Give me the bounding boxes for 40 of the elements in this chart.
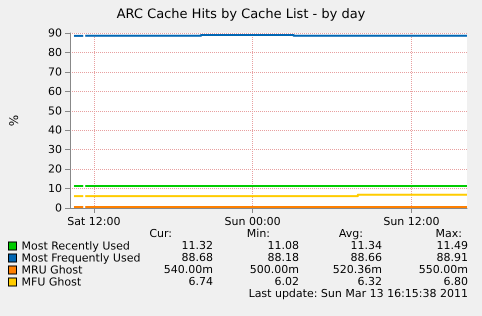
y-tick-label: 90: [48, 26, 62, 40]
text: Last update: Sun Mar 13 16:15:38 2011: [248, 287, 468, 300]
legend-label: MRU Ghost: [22, 264, 84, 276]
y-tick-label: 80: [48, 46, 62, 59]
y-tick-label: 30: [48, 143, 62, 156]
text: 11.08: [268, 239, 299, 252]
y-tick-label: 20: [48, 162, 62, 176]
legend-label: MFU Ghost: [22, 276, 82, 288]
text: 6.32: [358, 275, 382, 288]
y-tick-label: 70: [48, 65, 62, 78]
legend-label: Most Recently Used: [22, 240, 130, 252]
text: 6.74: [188, 275, 213, 288]
chart-title: ARC Cache Hits by Cache List - by day: [116, 7, 366, 22]
y-tick-label: 40: [48, 124, 62, 137]
text: Cur:: [149, 227, 172, 240]
y-axis-title: %: [7, 114, 21, 126]
text: 88.18: [268, 251, 299, 264]
text: 88.68: [182, 251, 213, 264]
y-tick-label: 60: [48, 84, 62, 98]
text: 550.00m: [418, 263, 468, 276]
x-tick-label: Sun 12:00: [383, 215, 440, 228]
y-tick-label: 50: [48, 104, 62, 118]
text: 6.80: [444, 275, 468, 288]
y-tick-label: 10: [48, 182, 62, 196]
text: 11.34: [350, 239, 382, 252]
text: 520.36m: [332, 263, 382, 276]
text: Min:: [246, 227, 270, 240]
text: Avg:: [338, 227, 363, 240]
text: 11.32: [182, 239, 213, 252]
text: 88.91: [436, 251, 468, 264]
text: 500.00m: [250, 263, 299, 276]
text: 11.49: [436, 239, 468, 252]
text: 540.00m: [164, 263, 213, 276]
x-tick-label: Sat 12:00: [67, 215, 120, 228]
text: 88.66: [350, 251, 382, 264]
legend-label: Most Frequently Used: [22, 252, 140, 264]
y-tick-label: 0: [55, 202, 62, 214]
text: Max:: [436, 227, 462, 240]
text: 6.02: [274, 275, 299, 288]
x-tick-label: Sun 00:00: [224, 215, 281, 228]
